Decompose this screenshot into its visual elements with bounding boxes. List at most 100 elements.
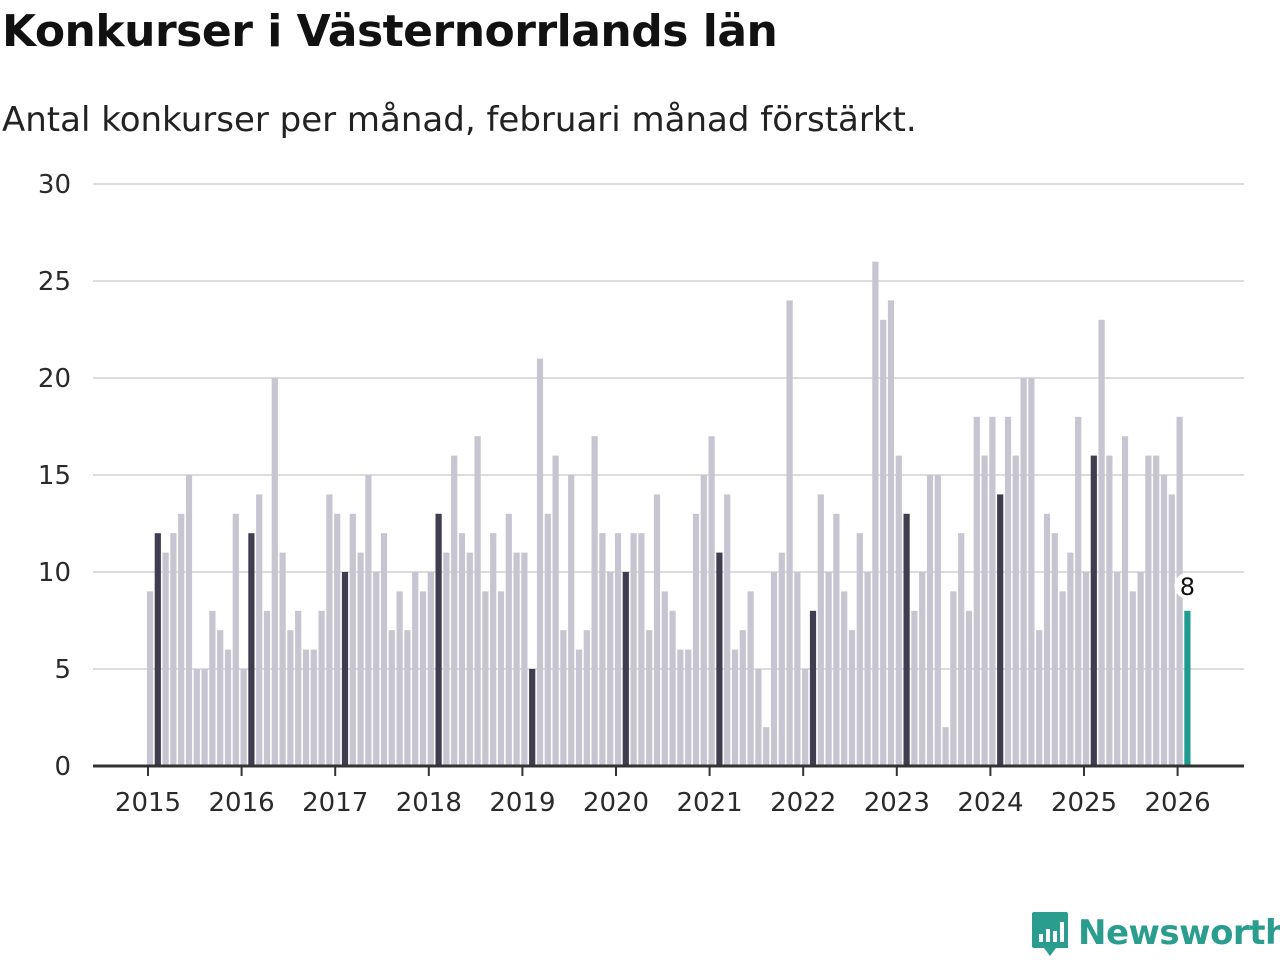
x-tick-label: 2017 — [302, 788, 368, 818]
bar — [708, 436, 715, 766]
bar — [716, 552, 723, 766]
bar — [575, 649, 583, 766]
bar — [529, 669, 536, 766]
bar — [458, 533, 466, 766]
bar — [474, 436, 481, 766]
bar — [817, 494, 824, 766]
bar — [864, 572, 871, 766]
bar — [521, 552, 528, 766]
bar — [1036, 630, 1043, 766]
bar — [1153, 455, 1160, 766]
bar — [934, 475, 941, 766]
newsworthy-logo-text: Newsworthy — [1078, 913, 1280, 953]
bar — [880, 319, 887, 766]
bar — [802, 669, 809, 766]
bar — [661, 591, 668, 766]
bar — [1075, 416, 1082, 766]
bar — [154, 533, 161, 766]
bar — [747, 591, 754, 766]
bar — [677, 649, 684, 766]
bar — [724, 494, 731, 766]
bar — [412, 572, 419, 766]
bar — [536, 358, 544, 766]
bar — [646, 630, 653, 766]
bar — [848, 630, 856, 766]
bar — [232, 513, 239, 766]
bar — [763, 727, 770, 766]
bar — [653, 494, 661, 766]
bar — [903, 513, 910, 766]
y-tick-label: 10 — [38, 558, 71, 588]
bar — [357, 552, 364, 766]
bar — [217, 630, 224, 766]
bar — [334, 513, 341, 766]
bar — [295, 610, 302, 766]
bar — [1121, 436, 1129, 766]
bar — [1129, 591, 1136, 766]
latest-value-label: 8 — [1180, 573, 1195, 601]
bar — [692, 513, 700, 766]
bar — [911, 610, 918, 766]
bar — [505, 513, 512, 766]
bar — [981, 455, 988, 766]
bar — [1184, 610, 1191, 766]
bar — [1020, 378, 1027, 766]
bar — [1059, 591, 1066, 766]
bar — [919, 572, 926, 766]
bar — [240, 669, 247, 766]
bar — [1106, 455, 1113, 766]
bar — [349, 513, 356, 766]
bar — [271, 378, 278, 766]
bar — [583, 630, 590, 766]
bar — [1004, 416, 1012, 766]
bar — [162, 552, 169, 766]
bar — [435, 513, 442, 766]
bar — [466, 552, 473, 766]
bar — [825, 572, 832, 766]
bar — [997, 494, 1004, 766]
bar — [1012, 455, 1019, 766]
bar — [302, 649, 310, 766]
newsworthy-logo: Newsworthy — [1030, 908, 1280, 958]
bar — [388, 630, 395, 766]
bar — [482, 591, 489, 766]
bar — [1090, 455, 1097, 766]
bar — [287, 630, 294, 766]
bar — [497, 591, 505, 766]
bar — [856, 533, 863, 766]
bar — [1160, 475, 1168, 766]
bar — [926, 475, 934, 766]
bar — [1145, 455, 1152, 766]
bar — [178, 513, 185, 766]
bar — [895, 455, 902, 766]
x-tick-label: 2021 — [677, 788, 743, 818]
bar — [1028, 378, 1035, 766]
bar — [607, 572, 614, 766]
bar — [1114, 572, 1121, 766]
bar — [599, 533, 606, 766]
bar — [256, 494, 263, 766]
bar — [638, 533, 645, 766]
bar — [380, 533, 388, 766]
bar — [318, 610, 325, 766]
bar — [404, 630, 411, 766]
bar — [965, 610, 973, 766]
bar — [326, 494, 333, 766]
bar — [622, 572, 629, 766]
bar — [739, 630, 746, 766]
bar — [373, 572, 380, 766]
x-tick-label: 2020 — [583, 788, 649, 818]
bar — [614, 533, 622, 766]
bar — [731, 649, 739, 766]
chart-title: Konkurser i Västernorrlands län — [2, 6, 778, 57]
bar — [669, 610, 676, 766]
bar — [490, 533, 497, 766]
x-tick-label: 2025 — [1051, 788, 1117, 818]
x-tick-label: 2016 — [209, 788, 275, 818]
bar — [248, 533, 255, 766]
bar — [591, 436, 598, 766]
bar — [560, 630, 567, 766]
bar — [568, 475, 575, 766]
y-tick-label: 20 — [38, 364, 71, 394]
